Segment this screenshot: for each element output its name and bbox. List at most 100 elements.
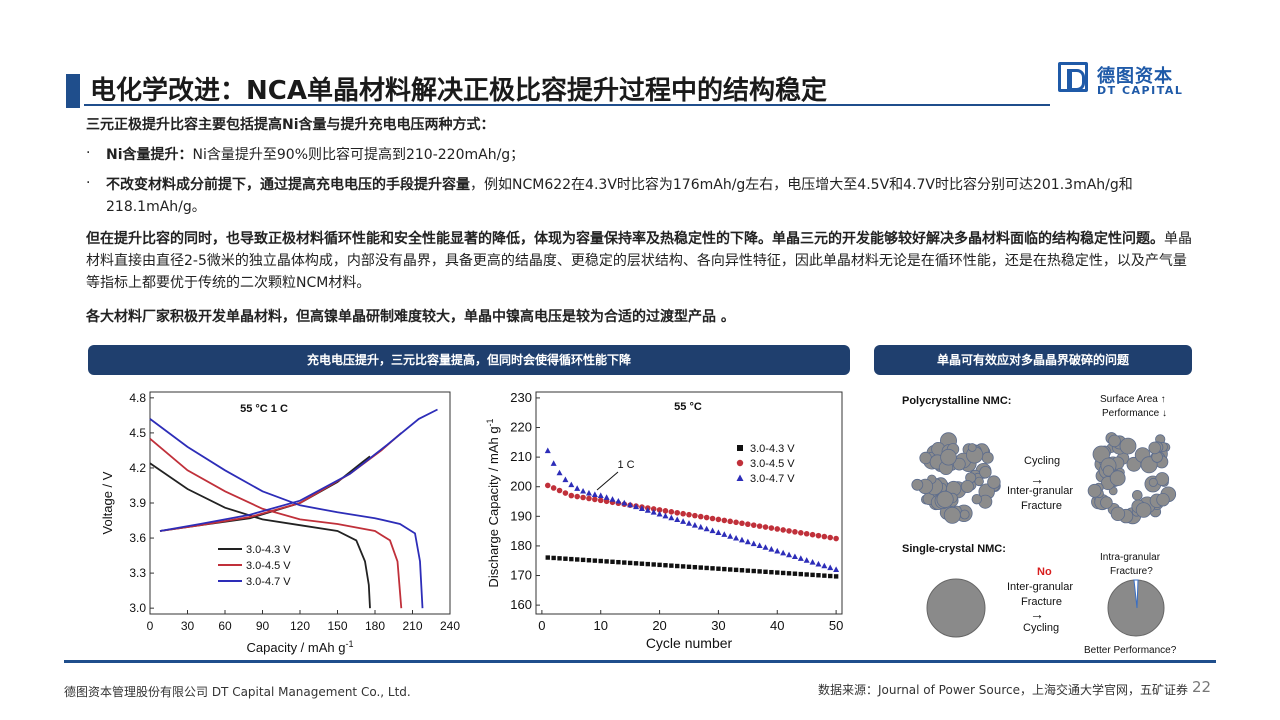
- y-tick-label: 230: [510, 390, 532, 405]
- data-point: [721, 517, 728, 524]
- data-point: [810, 572, 815, 578]
- data-point: [656, 510, 663, 517]
- data-point: [680, 518, 687, 524]
- data-point: [733, 534, 740, 541]
- grain-circle: [987, 475, 1001, 489]
- y-tick-label: 220: [510, 420, 532, 435]
- y-axis-label-exponent: -1: [485, 418, 495, 426]
- data-point: [803, 557, 810, 563]
- data-point: [786, 551, 793, 558]
- y-tick-label: 4.5: [129, 426, 146, 440]
- data-point: [698, 565, 703, 570]
- y-tick-label: 3.3: [129, 566, 146, 580]
- data-point: [744, 538, 751, 545]
- legend-label: 3.0-4.7 V: [246, 576, 291, 588]
- data-point: [591, 491, 598, 497]
- data-point: [580, 487, 587, 494]
- data-point: [722, 566, 727, 572]
- footer-company: 德图资本管理股份有限公司 DT Capital Management Co., …: [64, 685, 411, 699]
- data-point: [798, 529, 804, 536]
- data-point: [604, 559, 609, 564]
- title-underline: [84, 104, 1050, 106]
- data-point: [727, 518, 733, 525]
- series-line-charge: [159, 408, 438, 532]
- data-point: [621, 499, 628, 506]
- y-tick-label: 4.8: [129, 391, 146, 405]
- data-point: [739, 520, 745, 527]
- data-point: [551, 555, 556, 561]
- intra-label: Intra-granular: [1100, 552, 1161, 563]
- data-point: [786, 528, 792, 534]
- grain-circle: [1148, 441, 1162, 455]
- data-point: [622, 560, 627, 565]
- single-crystal-particle: [926, 578, 986, 638]
- data-point: [815, 532, 822, 539]
- grain-circle: [919, 451, 932, 465]
- data-point: [792, 571, 798, 576]
- plot-frame: [535, 391, 843, 615]
- data-point: [750, 540, 757, 547]
- data-point: [798, 571, 804, 577]
- poly-label: Polycrystalline NMC:: [902, 395, 1011, 407]
- grain-circle: [940, 448, 957, 466]
- data-point: [609, 496, 616, 502]
- data-point: [733, 567, 739, 573]
- x-axis-label: Capacity / mAh g-1: [246, 639, 353, 655]
- x-tick-label: 40: [770, 618, 784, 633]
- data-point: [828, 573, 833, 579]
- data-point: [709, 515, 716, 522]
- data-point: [544, 482, 551, 489]
- inter-fracture-label: Inter-granular: [1007, 485, 1073, 497]
- data-point: [680, 510, 686, 517]
- cycle-capacity-chart: 0 10 20 30 40 50 160 170 180 190 200 210 220 230 Cycle…: [485, 390, 843, 651]
- data-point: [733, 519, 739, 526]
- bullet-ni-bold: Ni含量提升：: [106, 147, 193, 163]
- data-point: [663, 563, 668, 568]
- data-point: [745, 568, 751, 573]
- data-point: [716, 566, 721, 571]
- data-point: [792, 529, 798, 535]
- intro-text: 三元正极提升比容主要包括提高Ni含量与提升充电电压两种方式：: [86, 117, 495, 133]
- dt-logo-icon: [1058, 62, 1088, 92]
- data-point: [545, 555, 550, 560]
- x-tick-label: 30: [181, 619, 195, 633]
- x-tick-label: 50: [829, 618, 843, 633]
- data-point: [803, 530, 810, 537]
- x-tick-label: 120: [290, 619, 310, 633]
- legend-marker: [737, 445, 743, 451]
- grain-circle: [943, 506, 961, 524]
- data-point: [627, 501, 634, 508]
- logo-text-cn: 德图资本: [1097, 66, 1173, 87]
- x-tick-label: 30: [711, 618, 725, 633]
- data-point: [686, 564, 692, 569]
- data-point: [580, 494, 586, 501]
- data-point: [691, 522, 698, 528]
- data-point: [557, 556, 562, 561]
- data-point: [745, 521, 751, 528]
- x-axis-label: Cycle number: [646, 635, 733, 651]
- data-point: [774, 547, 781, 554]
- legend-label: 3.0-4.5 V: [246, 560, 291, 572]
- data-point: [562, 476, 569, 483]
- data-point: [610, 559, 615, 564]
- data-point: [768, 546, 775, 552]
- data-point: [703, 514, 710, 521]
- no-label: No: [1037, 566, 1052, 578]
- paragraph-single-crystal: 但在提升比容的同时，也导致正极材料循环性能和安全性能显著的降低，体现为容量保持率…: [86, 228, 1196, 294]
- grain-circle: [1148, 477, 1158, 487]
- data-point: [586, 495, 592, 502]
- x-tick-label: 60: [218, 619, 232, 633]
- data-point: [738, 536, 745, 543]
- arrow-right-icon: →: [1030, 471, 1044, 487]
- data-point: [697, 523, 704, 530]
- data-point: [703, 525, 710, 532]
- data-point: [603, 498, 610, 505]
- grain-circle: [1110, 506, 1126, 522]
- legend-label: 3.0-4.7 V: [750, 473, 795, 485]
- data-point: [804, 572, 809, 577]
- data-point: [709, 527, 716, 534]
- data-point: [674, 516, 681, 523]
- y-tick-label: 170: [510, 568, 532, 583]
- data-point: [675, 563, 680, 569]
- inter-fracture-label-2: Fracture: [1021, 500, 1062, 512]
